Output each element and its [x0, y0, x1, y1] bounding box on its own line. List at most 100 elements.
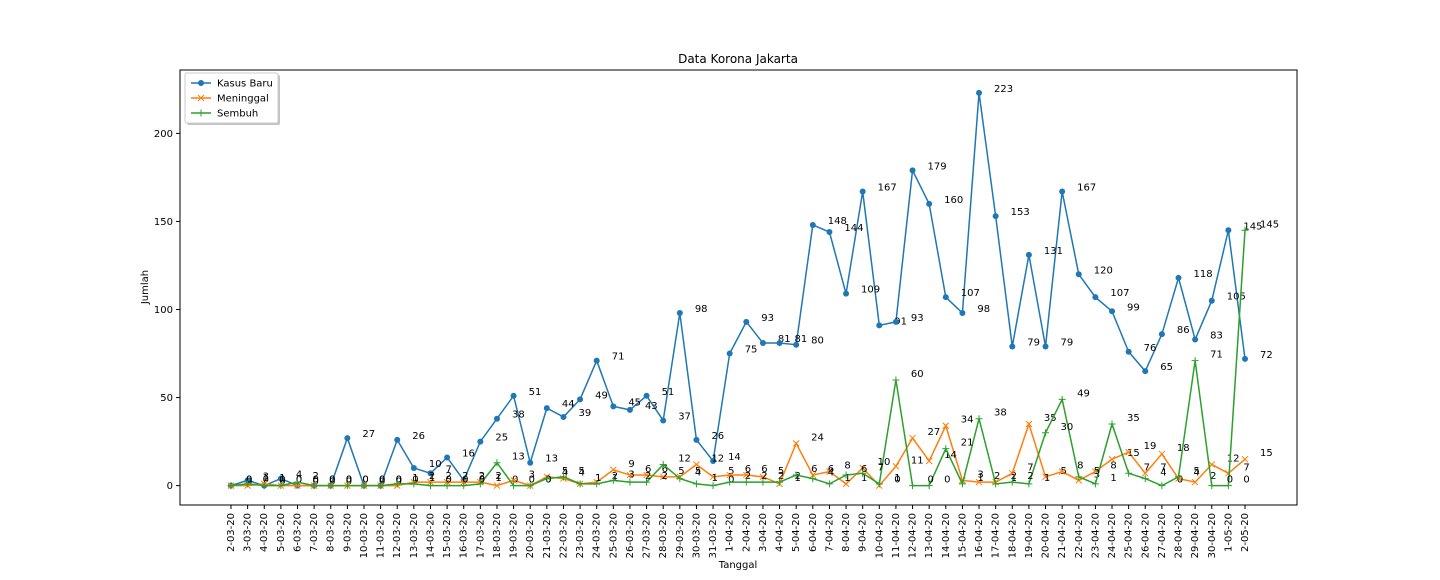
data-label: 35 [1044, 413, 1057, 424]
data-label: 0 [379, 475, 385, 486]
data-label: 2 [778, 471, 784, 482]
data-point [327, 482, 335, 490]
data-point [692, 480, 700, 488]
data-point [942, 445, 950, 453]
data-label: 86 [1177, 325, 1190, 336]
x-tick-label: 1-04-20 [725, 513, 736, 552]
x-tick-label: 16-03-20 [459, 513, 470, 558]
data-label: 5 [695, 466, 701, 477]
x-tick-label: 20-04-20 [1041, 513, 1052, 558]
data-label: 45 [628, 397, 641, 408]
data-label: 2 [745, 471, 751, 482]
data-point [925, 457, 933, 465]
data-label: 60 [911, 369, 924, 380]
data-label: 13 [545, 454, 558, 465]
data-label: 167 [1077, 183, 1096, 194]
data-label: 4 [828, 468, 834, 479]
data-label: 8 [1110, 461, 1116, 472]
data-point [477, 438, 484, 445]
data-label: 0 [1227, 475, 1233, 486]
y-tick-label: 200 [154, 129, 173, 140]
data-point [1058, 395, 1066, 403]
data-point [1042, 429, 1050, 437]
data-label: 0 [246, 475, 252, 486]
x-tick-label: 13-03-20 [409, 513, 420, 558]
x-tick-label: 15-04-20 [957, 513, 968, 558]
data-label: 105 [1227, 292, 1246, 303]
data-label: 107 [1110, 288, 1129, 299]
data-point [1158, 331, 1165, 338]
data-point [526, 482, 534, 490]
data-label: 1 [894, 473, 900, 484]
data-point [393, 480, 401, 488]
data-point [493, 459, 501, 467]
data-label: 93 [911, 313, 924, 324]
data-label: 0 [512, 475, 518, 486]
data-point [559, 473, 567, 481]
data-label: 9 [628, 459, 634, 470]
data-point [959, 310, 966, 317]
data-point [843, 290, 850, 297]
data-point [859, 469, 867, 477]
data-label: 0 [296, 475, 302, 486]
data-point [1058, 468, 1066, 475]
data-label: 79 [1061, 337, 1074, 348]
data-point [344, 435, 351, 442]
data-label: 0 [279, 475, 285, 486]
data-label: 0 [329, 475, 335, 486]
data-point [1192, 336, 1199, 343]
data-label: 19 [1144, 441, 1157, 452]
y-tick-label: 50 [160, 393, 173, 404]
data-point [576, 480, 584, 488]
data-label: 2 [1011, 471, 1017, 482]
data-label: 0 [379, 475, 385, 486]
x-tick-label: 28-03-20 [658, 513, 669, 558]
data-point [260, 482, 268, 490]
data-label: 3 [1094, 469, 1100, 480]
data-label: 1 [595, 473, 601, 484]
data-point [892, 318, 899, 325]
data-label: 5 [562, 466, 568, 477]
data-label: 131 [1044, 246, 1063, 257]
data-label: 81 [778, 334, 791, 345]
data-label: 144 [844, 223, 863, 234]
data-point [742, 478, 750, 486]
data-point [1025, 251, 1032, 258]
data-label: 3 [529, 469, 535, 480]
data-point [975, 478, 983, 486]
data-label: 6 [811, 464, 817, 475]
data-point [826, 229, 833, 236]
x-tick-label: 31-03-20 [708, 513, 719, 558]
data-label: 7 [878, 462, 884, 473]
data-point [726, 471, 734, 479]
data-label: 1 [412, 473, 418, 484]
data-label: 0 [479, 475, 485, 486]
data-label: 79 [1027, 337, 1040, 348]
data-label: 2 [1027, 471, 1033, 482]
data-label: 4 [578, 468, 584, 479]
data-label: 8 [1077, 461, 1083, 472]
data-label: 81 [795, 334, 808, 345]
data-point [1208, 482, 1216, 490]
legend-marker [197, 94, 205, 102]
data-point [1075, 271, 1082, 278]
data-point [1225, 227, 1232, 234]
data-point [842, 471, 850, 479]
data-point [809, 471, 817, 479]
data-label: 1 [977, 473, 983, 484]
data-label: 0 [928, 475, 934, 486]
x-tick-label: 17-04-20 [991, 513, 1002, 558]
data-label: 4 [562, 468, 568, 479]
data-label: 5 [678, 466, 684, 477]
data-label: 1 [495, 473, 501, 484]
x-tick-label: 10-04-20 [874, 513, 885, 558]
data-point [1125, 348, 1132, 355]
data-label: 153 [1011, 207, 1030, 218]
x-tick-label: 20-03-20 [525, 513, 536, 558]
data-label: 167 [878, 183, 897, 194]
data-label: 16 [462, 448, 475, 459]
data-point [426, 482, 434, 490]
data-point [693, 436, 700, 443]
data-label: 51 [529, 387, 542, 398]
